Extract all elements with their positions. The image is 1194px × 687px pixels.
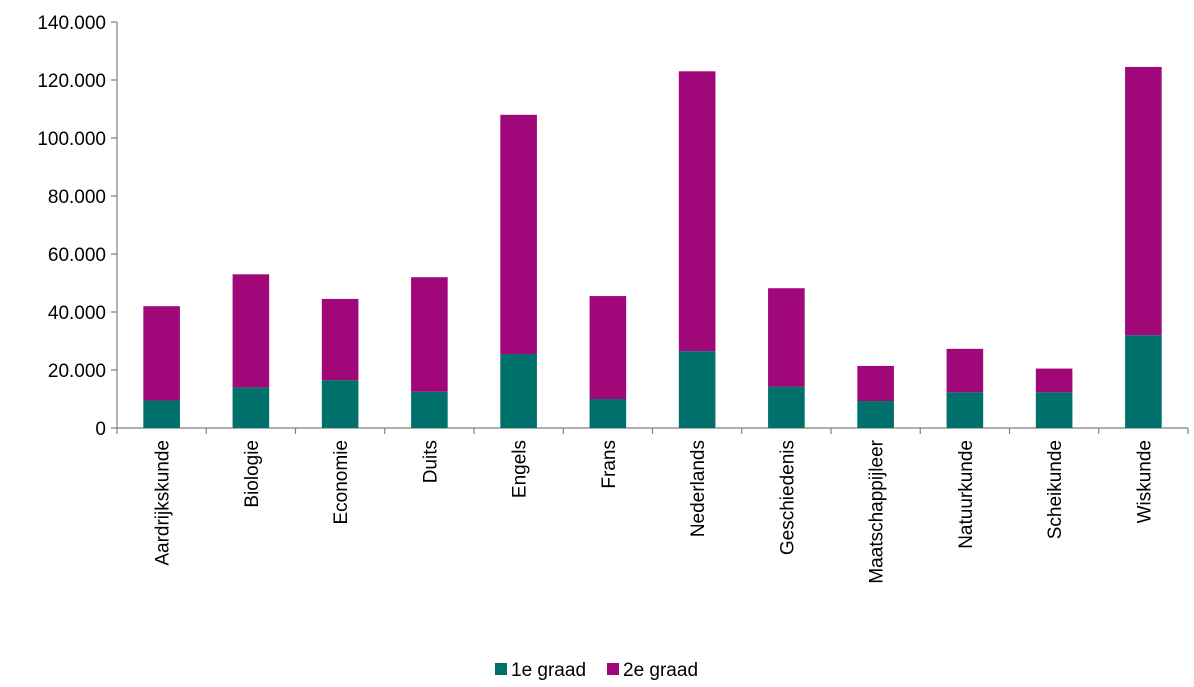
bar-segment-1 [589, 399, 627, 428]
bars [143, 66, 1162, 428]
y-tick-label: 40.000 [48, 303, 106, 324]
x-category-label: Economie [331, 440, 352, 525]
x-axis [116, 427, 1189, 434]
bar-segment-1 [411, 391, 448, 428]
legend-swatch [495, 663, 507, 675]
x-category-label: Biologie [242, 440, 263, 508]
y-tick-label: 80.000 [48, 187, 106, 208]
x-category-label: Engels [510, 440, 531, 498]
bar-segment-1 [678, 351, 716, 428]
x-category-label: Geschiedenis [777, 440, 798, 555]
legend-label: 1e graad [511, 660, 586, 681]
y-tick-label: 120.000 [37, 71, 106, 92]
bar-segment-2 [1125, 66, 1162, 336]
x-category-label: Wiskunde [1134, 440, 1155, 523]
bar-segment-2 [768, 288, 805, 387]
legend: 1e graad 2e graad [495, 660, 698, 681]
legend-label: 2e graad [623, 660, 698, 681]
bar-segment-2 [589, 296, 627, 399]
x-category-label: Natuurkunde [956, 440, 977, 549]
y-tick-label: 140.000 [37, 13, 106, 34]
x-category-label: Duits [420, 440, 441, 483]
y-tick-label: 100.000 [37, 129, 106, 150]
bar-segment-1 [232, 387, 270, 428]
bar-segment-2 [946, 348, 984, 393]
x-category-label: Aardrijkskunde [153, 440, 174, 566]
bar-segment-2 [232, 274, 270, 388]
category-labels: Aardrijkskunde Biologie Economie Duits Engel… [153, 439, 1156, 583]
bar-segment-1 [143, 400, 180, 428]
bar-segment-2 [678, 71, 716, 352]
x-category-label: Frans [599, 440, 620, 489]
bar-segment-1 [768, 386, 805, 428]
bar-segment-2 [143, 306, 180, 401]
bar-segment-2 [500, 114, 537, 355]
x-category-label: Scheikunde [1045, 440, 1066, 539]
bar-segment-1 [857, 401, 894, 428]
bar-segment-1 [946, 392, 984, 428]
bar-segment-1 [1125, 335, 1162, 428]
y-tick-label: 0 [95, 419, 106, 440]
legend-swatch [607, 663, 619, 675]
x-category-label: Maatschappijleer [867, 439, 888, 583]
y-tick-label: 20.000 [48, 361, 106, 382]
y-tick-label: 60.000 [48, 245, 106, 266]
bar-segment-2 [1035, 368, 1073, 393]
bar-segment-2 [321, 298, 359, 381]
bar-segment-2 [411, 277, 448, 392]
bar-segment-1 [500, 354, 537, 428]
bar-segment-1 [321, 380, 359, 428]
y-axis: 0 20.000 40.000 60.000 80.000 100.000 120.000 1… [37, 13, 118, 440]
bar-segment-2 [857, 365, 894, 402]
bar-segment-1 [1035, 392, 1073, 428]
x-category-label: Nederlands [688, 440, 709, 537]
